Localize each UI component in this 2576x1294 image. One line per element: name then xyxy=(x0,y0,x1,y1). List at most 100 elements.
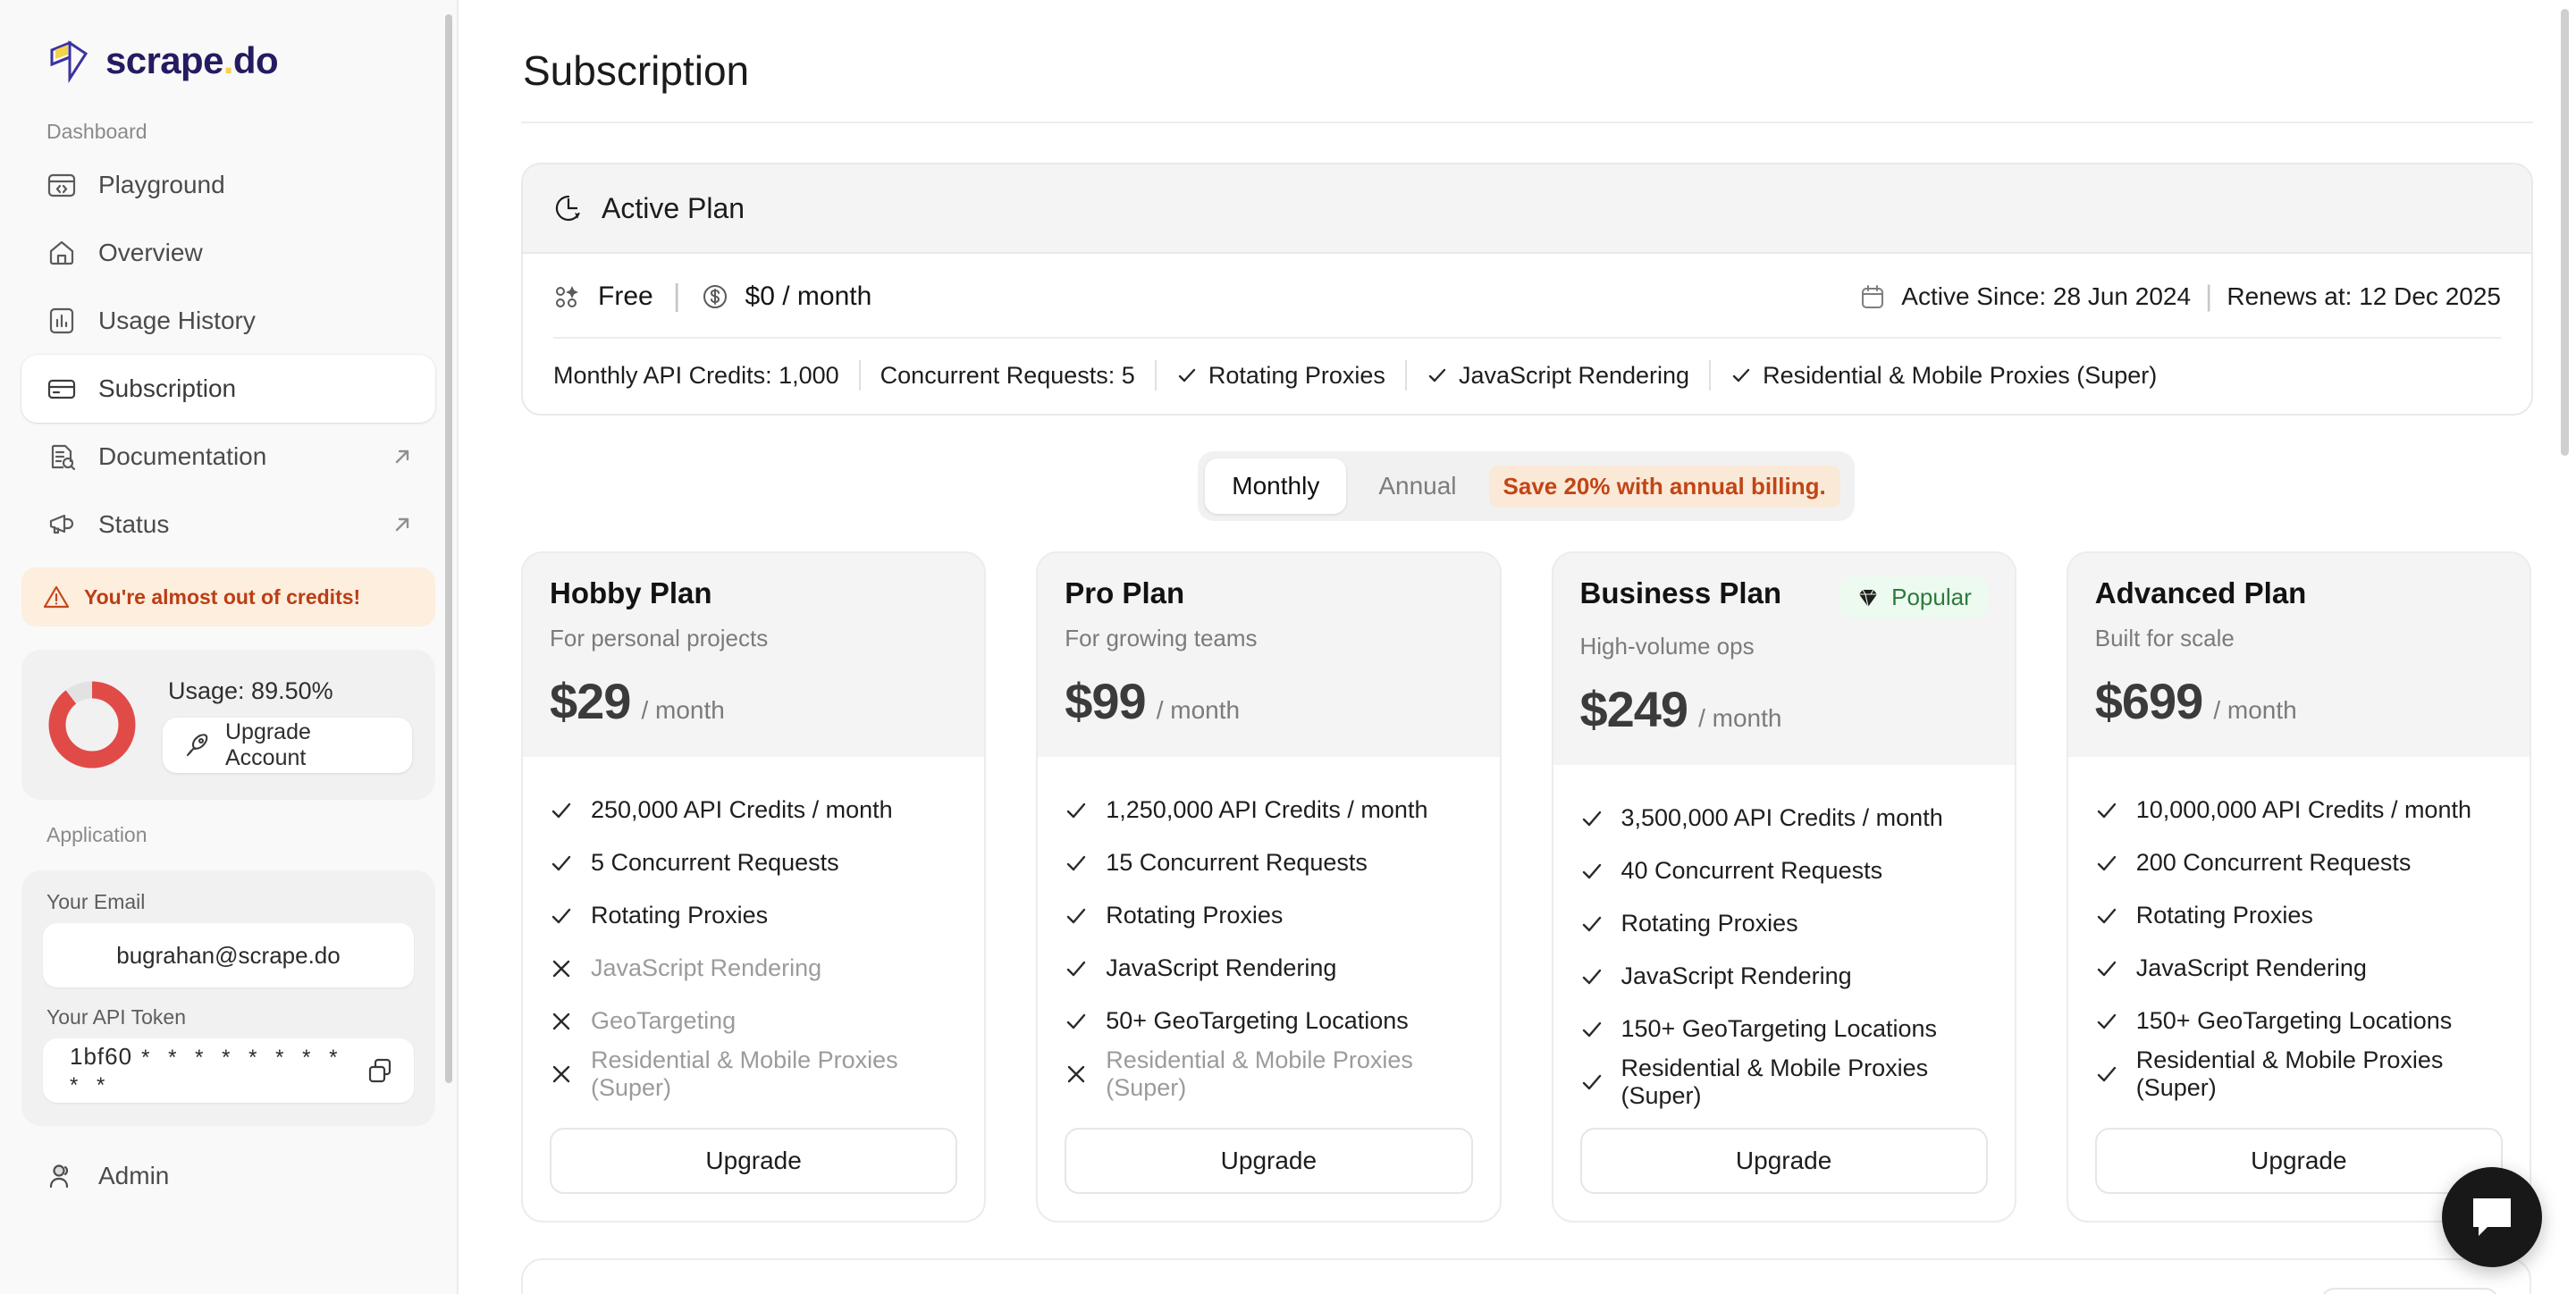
upgrade-account-label: Upgrade Account xyxy=(225,718,311,770)
check-icon xyxy=(1065,852,1088,875)
main-scrollbar[interactable] xyxy=(2561,9,2569,456)
plan-cta-wrap: Upgrade xyxy=(1553,1108,2015,1221)
check-icon xyxy=(1065,799,1088,822)
upgrade-button[interactable]: Upgrade xyxy=(1579,1128,1988,1194)
check-icon xyxy=(2095,852,2118,875)
check-icon xyxy=(2095,1010,2118,1033)
upgrade-button[interactable]: Upgrade xyxy=(550,1128,958,1194)
check-icon xyxy=(2095,904,2118,928)
upgrade-button[interactable]: Upgrade xyxy=(1065,1128,1473,1194)
active-plan-divider xyxy=(553,337,2501,339)
plan-feature: 200 Concurrent Requests xyxy=(2095,836,2503,889)
sparkle-icon xyxy=(553,282,582,311)
plan-feature: Rotating Proxies xyxy=(1065,889,1472,942)
usage-donut-chart xyxy=(45,677,139,772)
check-icon xyxy=(1580,860,1604,883)
plan-name: Hobby Plan xyxy=(550,576,712,609)
plan-name: Business Plan xyxy=(1579,576,1782,609)
dollar-coin-icon xyxy=(701,282,729,311)
active-plan-feature: Monthly API Credits: 1,000 xyxy=(553,361,839,389)
billing-toggle-annual[interactable]: Annual xyxy=(1378,472,1457,500)
sidebar-item-label: Documentation xyxy=(98,442,267,470)
plan-feature: Residential & Mobile Proxies (Super) xyxy=(2095,1046,2503,1101)
copy-icon[interactable] xyxy=(366,1056,394,1085)
playground-icon xyxy=(46,170,77,200)
plan-price-period: / month xyxy=(641,696,725,724)
rocket-icon xyxy=(184,732,211,759)
email-field[interactable]: bugrahan@scrape.do xyxy=(43,923,414,987)
check-icon xyxy=(1176,365,1198,386)
custom-plan-upgrade-button[interactable]: Upgrade xyxy=(2319,1288,2499,1294)
plan-price-period: / month xyxy=(1156,696,1241,724)
active-plan-price: $0 / month xyxy=(745,281,872,311)
plan-features: 250,000 API Credits / month 5 Concurrent… xyxy=(523,757,984,1108)
check-icon xyxy=(550,852,573,875)
check-icon xyxy=(1730,365,1752,386)
sidebar-section-dashboard: Dashboard xyxy=(46,120,147,143)
active-plan-card: Active Plan Free | xyxy=(521,163,2533,416)
billing-toggle-monthly[interactable]: Monthly xyxy=(1205,458,1347,514)
application-card: Your Email bugrahan@scrape.do Your API T… xyxy=(21,870,435,1126)
plan-features: 1,250,000 API Credits / month 15 Concurr… xyxy=(1038,757,1499,1108)
plan-feature: GeoTargeting xyxy=(550,995,957,1047)
plan-price: $29 / month xyxy=(550,672,957,730)
sidebar-item-status[interactable]: Status xyxy=(21,491,435,559)
chat-bubble-icon xyxy=(2466,1191,2518,1243)
plan-header: Business Plan Popular High-volume ops xyxy=(1553,553,2015,765)
close-icon xyxy=(550,957,573,980)
plan-feature: Rotating Proxies xyxy=(550,889,957,942)
plan-feature: Rotating Proxies xyxy=(1580,897,1988,950)
plan-subtitle: Built for scale xyxy=(2094,625,2235,651)
divider xyxy=(1154,360,1157,391)
active-plan-features: Monthly API Credits: 1,000 Concurrent Re… xyxy=(553,360,2501,391)
upgrade-account-button[interactable]: Upgrade Account xyxy=(163,717,412,773)
credit-warning-banner[interactable]: You're almost out of credits! xyxy=(21,567,435,626)
sidebar-item-admin[interactable]: Admin xyxy=(21,1142,435,1210)
plan-cta-wrap: Upgrade xyxy=(1038,1108,1499,1221)
sidebar-item-overview[interactable]: Overview xyxy=(21,219,435,287)
sidebar-item-usage-history[interactable]: Usage History xyxy=(21,287,435,355)
warning-triangle-icon xyxy=(43,584,70,610)
plan-name: Advanced Plan xyxy=(2094,576,2307,609)
sidebar-item-subscription[interactable]: Subscription xyxy=(21,355,435,423)
sidebar-item-documentation[interactable]: Documentation xyxy=(21,423,435,491)
sidebar: scrape.do Dashboard Playground O xyxy=(0,0,459,1294)
sidebar-item-label: Playground xyxy=(98,171,225,198)
check-icon xyxy=(1580,1018,1604,1041)
page-title: Subscription xyxy=(523,47,750,94)
external-link-icon xyxy=(391,513,414,536)
title-divider xyxy=(521,122,2533,123)
plan-feature: Residential & Mobile Proxies (Super) xyxy=(1580,1055,1988,1109)
plan-subtitle: High-volume ops xyxy=(1579,633,1755,660)
sidebar-item-label: Subscription xyxy=(98,374,237,402)
sidebar-item-label: Overview xyxy=(98,239,203,266)
plan-feature: Residential & Mobile Proxies (Super) xyxy=(1065,1046,1472,1101)
check-icon xyxy=(1580,912,1604,936)
renews-at-text: Renews at: 12 Dec 2025 xyxy=(2227,281,2501,310)
upgrade-button[interactable]: Upgrade xyxy=(2094,1128,2503,1194)
brand-logo[interactable]: scrape.do xyxy=(21,0,435,84)
sidebar-scrollbar[interactable] xyxy=(445,14,452,1083)
active-plan-summary: Free | $0 / month xyxy=(553,279,871,314)
popular-badge: Popular xyxy=(1839,576,1988,618)
active-plan-feature: Residential & Mobile Proxies (Super) xyxy=(1711,362,2176,390)
chat-widget-button[interactable] xyxy=(2442,1167,2542,1267)
plan-card-hobby: Hobby Plan For personal projects $29 / m… xyxy=(521,551,987,1223)
divider xyxy=(1404,360,1407,391)
active-since-text: Active Since: 28 Jun 2024 xyxy=(1901,281,2192,310)
sidebar-item-playground[interactable]: Playground xyxy=(21,151,435,219)
api-token-field[interactable]: 1bf60 * * * * * * * * * * xyxy=(43,1038,414,1103)
check-icon xyxy=(1065,904,1088,928)
plan-subtitle: For personal projects xyxy=(550,625,769,651)
separator: | xyxy=(2205,280,2213,312)
plan-feature: JavaScript Rendering xyxy=(1580,950,1988,1003)
check-icon xyxy=(550,904,573,928)
check-icon xyxy=(2095,1063,2118,1086)
plan-subtitle: For growing teams xyxy=(1065,625,1258,651)
usage-card: Usage: 89.50% Upgrade Account xyxy=(21,650,435,800)
check-icon xyxy=(1580,965,1604,988)
usage-percent-label: Usage: 89.50% xyxy=(168,676,333,704)
plan-header: Pro Plan For growing teams $99 / month xyxy=(1038,553,1500,757)
plan-feature: JavaScript Rendering xyxy=(2095,942,2503,995)
billing-toggle-wrap: Monthly Annual Save 20% with annual bill… xyxy=(512,451,2540,521)
